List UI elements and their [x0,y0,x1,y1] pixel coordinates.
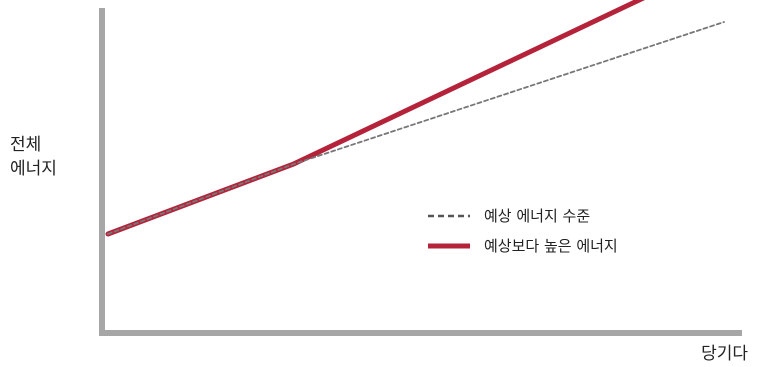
legend-label-higher: 예상보다 높은 에너지 [484,237,618,255]
series-layer [105,0,725,237]
y-axis-label-line-2: 에너지 [10,159,57,179]
legend-label-expected: 예상 에너지 수준 [484,207,590,225]
x-axis-label: 당기다 [701,344,748,364]
y-axis-label: 전체 에너지 [10,135,57,179]
y-axis-label-line-1: 전체 [10,135,41,155]
series-expected-energy-line [107,21,725,235]
legend: 예상 에너지 수준 예상보다 높은 에너지 [428,207,618,255]
series-higher-energy-line [105,0,646,237]
